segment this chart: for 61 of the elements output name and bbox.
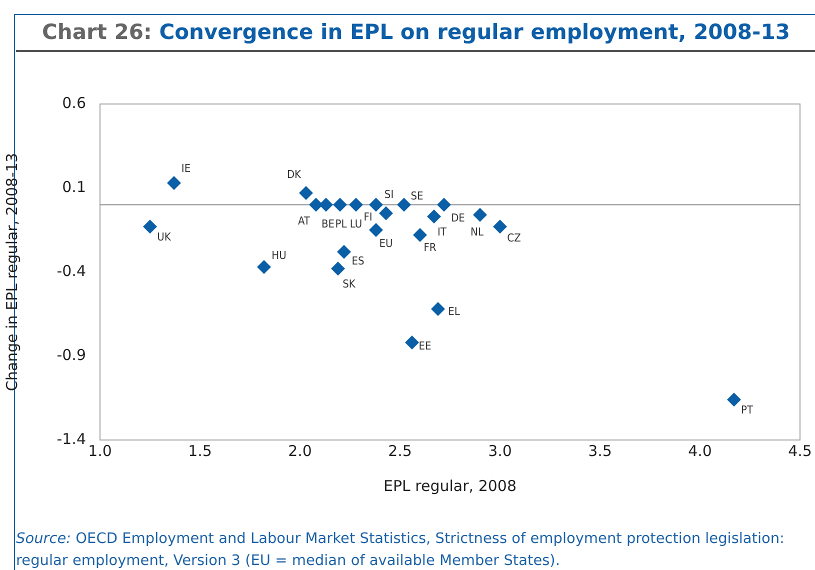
- chart-title: Chart 26: Convergence in EPL on regular employment, 2008-13: [16, 20, 815, 52]
- point: [369, 198, 383, 212]
- annotation: IE: [181, 162, 191, 175]
- point: [369, 223, 383, 237]
- point: [437, 198, 451, 212]
- point: [167, 176, 181, 190]
- point: [379, 206, 393, 220]
- y-axis-title: Change in EPL regular, 2008-13: [2, 152, 21, 392]
- point: [473, 208, 487, 222]
- x-axis-title: EPL regular, 2008: [384, 476, 516, 495]
- annotation: SI: [384, 188, 394, 202]
- annotation: FR: [424, 240, 436, 254]
- x-tick-label: 2.5: [388, 442, 412, 460]
- point: [427, 210, 441, 224]
- annotation: NL: [470, 226, 484, 239]
- x-tick-label: 2.0: [288, 442, 312, 460]
- y-tick-label: -0.9: [56, 346, 86, 364]
- point: [299, 186, 313, 200]
- annotation: DE: [451, 212, 465, 225]
- y-tick-label: -0.4: [56, 262, 86, 280]
- annotation: PL: [335, 218, 348, 231]
- point: [349, 198, 363, 212]
- annotation: AT: [298, 214, 311, 228]
- point: [309, 198, 323, 212]
- y-tick-label: 0.6: [62, 94, 86, 112]
- point: [257, 260, 271, 274]
- annotation: SE: [410, 190, 424, 203]
- annotation: UK: [157, 230, 172, 244]
- annotation: CZ: [507, 232, 522, 244]
- annotation: EE: [418, 339, 432, 352]
- annotation: ES: [352, 254, 364, 268]
- annotation: PT: [740, 404, 754, 417]
- x-tick-label: 4.5: [788, 442, 812, 460]
- annotation: DK: [286, 168, 302, 181]
- annotation: IT: [438, 225, 448, 238]
- point: [331, 262, 345, 276]
- annotation: EU: [379, 236, 393, 250]
- annotation: LU: [350, 218, 362, 231]
- x-tick-label: 1.0: [88, 442, 112, 460]
- point: [431, 302, 445, 316]
- annotation: BE: [321, 218, 335, 231]
- y-tick-label: -1.4: [56, 430, 86, 448]
- point: [337, 244, 351, 259]
- annotation: FI: [364, 210, 372, 224]
- point: [493, 220, 507, 234]
- x-tick-label: 4.0: [688, 442, 712, 460]
- point: [333, 198, 347, 212]
- point: [727, 392, 741, 407]
- point: [405, 336, 419, 350]
- annotation: SK: [342, 278, 356, 290]
- point: [143, 220, 157, 234]
- y-tick-label: 0.1: [62, 178, 86, 196]
- annotation: EL: [448, 304, 460, 318]
- x-tick-label: 1.5: [188, 442, 212, 460]
- point: [413, 228, 427, 242]
- annotation: HU: [272, 248, 286, 262]
- x-tick-label: 3.0: [488, 442, 512, 460]
- source-note: Source: OECD Employment and Labour Market Statistics, Strictness of employment protection legislation: regular employment, Version 3 (EU = median of available Member States).: [16, 530, 786, 570]
- point: [397, 198, 411, 212]
- point: [319, 198, 333, 212]
- x-tick-label: 3.5: [588, 442, 612, 460]
